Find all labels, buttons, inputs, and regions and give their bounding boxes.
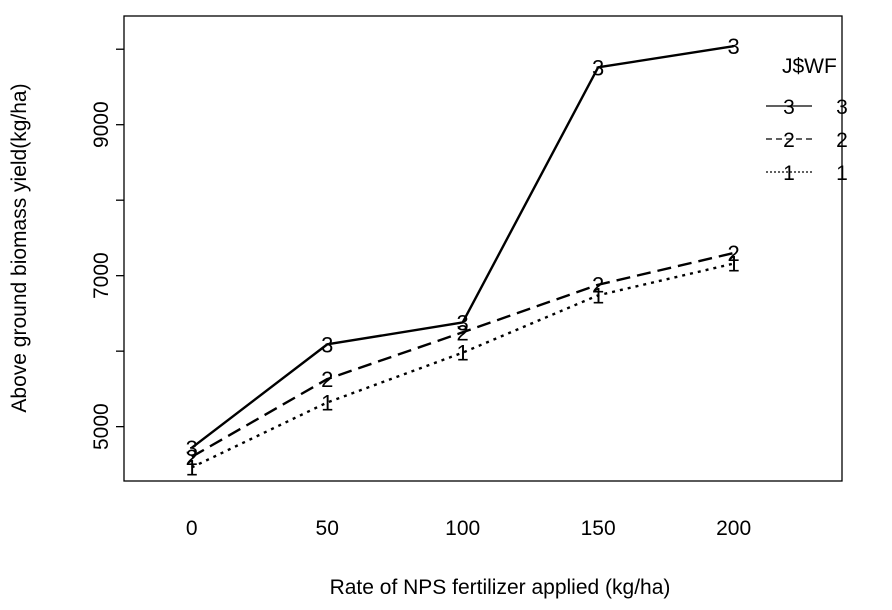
legend-label: 2 xyxy=(836,129,848,152)
x-tick-label: 50 xyxy=(316,517,339,540)
legend-symbol: 2 xyxy=(783,129,795,152)
series-line-2 xyxy=(191,251,734,458)
series-line-1 xyxy=(191,262,734,469)
y-axis: 5000 7000 9000 xyxy=(90,48,124,450)
legend-label: 3 xyxy=(836,96,848,119)
legend-symbol: 3 xyxy=(783,96,795,119)
legend-symbol: 1 xyxy=(783,162,795,185)
y-tick-label: 5000 xyxy=(90,403,113,450)
point-symbol: 2 xyxy=(321,367,333,392)
point-symbol: 1 xyxy=(457,341,469,366)
x-tick-label: 100 xyxy=(445,517,480,540)
point-symbol: 3 xyxy=(321,332,333,357)
series-2: 2 2 2 2 2 xyxy=(186,241,740,470)
legend: J$WF 3 32 21 1 xyxy=(766,55,848,185)
y-tick-label: 7000 xyxy=(90,252,113,299)
x-tick-label: 150 xyxy=(581,517,616,540)
plot-frame xyxy=(123,15,843,482)
legend-title: J$WF xyxy=(782,55,837,78)
point-symbol: 3 xyxy=(457,310,469,335)
point-symbol: 2 xyxy=(457,320,469,345)
legend-label: 1 xyxy=(836,162,848,185)
series-line-3 xyxy=(191,45,734,449)
point-symbol: 1 xyxy=(592,283,604,308)
y-tick-label: 9000 xyxy=(90,101,113,148)
point-symbol: 1 xyxy=(321,390,333,415)
point-symbol: 1 xyxy=(727,252,739,277)
point-symbol: 3 xyxy=(727,34,739,59)
y-axis-title: Above ground biomass yield(kg/ha) xyxy=(8,83,31,412)
x-tick-label: 200 xyxy=(716,517,751,540)
point-symbol: 1 xyxy=(186,455,198,480)
point-symbol: 3 xyxy=(592,55,604,80)
point-symbol: 2 xyxy=(186,445,198,470)
x-axis: 0 50 100 150 200 xyxy=(186,517,751,540)
point-symbol: 2 xyxy=(592,273,604,298)
x-tick-label: 0 xyxy=(186,517,198,540)
x-axis-title: Rate of NPS fertilizer applied (kg/ha) xyxy=(330,576,671,599)
point-symbol: 2 xyxy=(727,241,739,266)
series-1: 1 1 1 1 1 xyxy=(186,252,740,481)
